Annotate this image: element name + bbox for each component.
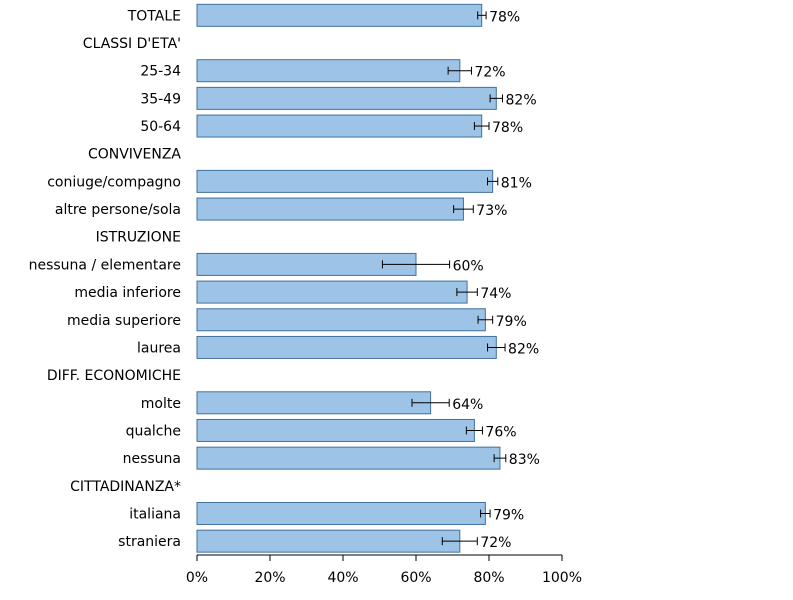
x-tick-label: 60% bbox=[400, 570, 431, 586]
x-tick-label: 40% bbox=[327, 570, 358, 586]
bar-media-inferiore bbox=[196, 280, 468, 304]
category-label-qualche: qualche bbox=[126, 423, 181, 439]
value-label-italiana: 79% bbox=[493, 507, 524, 523]
bar-molte bbox=[196, 391, 432, 415]
bar-25-34 bbox=[196, 59, 461, 83]
category-label-nessuna-elementare: nessuna / elementare bbox=[29, 257, 181, 273]
group-header-cittadinanza: CITTADINANZA* bbox=[70, 479, 181, 495]
bar-laurea bbox=[196, 335, 497, 359]
bar-media-superiore bbox=[196, 308, 486, 332]
bar-totale bbox=[196, 3, 483, 27]
bar-italiana bbox=[196, 501, 486, 525]
value-label-coniuge-compagno: 81% bbox=[501, 175, 532, 191]
category-label-straniera: straniera bbox=[118, 534, 181, 550]
x-tick-label: 20% bbox=[254, 570, 285, 586]
value-label-molte: 64% bbox=[452, 397, 483, 413]
category-label-molte: molte bbox=[141, 396, 181, 412]
x-axis: 0% 20% 40% 60% 80% 100% bbox=[186, 554, 582, 586]
value-label-altre-persone-sola: 73% bbox=[476, 203, 507, 219]
group-header-convivenza: CONVIVENZA bbox=[88, 147, 181, 163]
bar-nessuna bbox=[196, 446, 501, 470]
value-label-media-inferiore: 74% bbox=[480, 286, 511, 302]
group-header-classi-d-eta: CLASSI D'ETA' bbox=[83, 36, 181, 52]
category-label-media-inferiore: media inferiore bbox=[74, 285, 181, 301]
bar-35-49 bbox=[196, 86, 497, 110]
category-label-totale: TOTALE bbox=[127, 8, 181, 24]
category-label-media-superiore: media superiore bbox=[67, 313, 181, 329]
value-label-totale: 78% bbox=[489, 9, 520, 25]
value-label-nessuna-elementare: 60% bbox=[453, 258, 484, 274]
category-label-altre-persone-sola: altre persone/sola bbox=[55, 202, 181, 218]
x-tick-label: 100% bbox=[542, 570, 582, 586]
category-label-italiana: italiana bbox=[129, 506, 181, 522]
value-label-qualche: 76% bbox=[485, 424, 516, 440]
group-header-istruzione: ISTRUZIONE bbox=[96, 230, 181, 246]
category-label-35-49: 35-49 bbox=[140, 91, 181, 107]
category-label-coniuge-compagno: coniuge/compagno bbox=[47, 174, 181, 190]
bar-coniuge-compagno bbox=[196, 169, 494, 193]
group-header-diff-economiche: DIFF. ECONOMICHE bbox=[47, 368, 181, 384]
x-tick-label: 0% bbox=[186, 570, 208, 586]
bar-qualche bbox=[196, 418, 475, 442]
bar-altre-persone-sola bbox=[196, 197, 464, 221]
x-tick-label: 80% bbox=[473, 570, 504, 586]
bar-50-64 bbox=[196, 114, 483, 138]
value-label-media-superiore: 79% bbox=[496, 314, 527, 330]
category-label-nessuna: nessuna bbox=[123, 451, 181, 467]
value-label-35-49: 82% bbox=[506, 92, 537, 108]
value-label-laurea: 82% bbox=[508, 341, 539, 357]
category-label-50-64: 50-64 bbox=[140, 119, 181, 135]
value-label-nessuna: 83% bbox=[509, 452, 540, 468]
value-label-straniera: 72% bbox=[480, 535, 511, 551]
bar-straniera bbox=[196, 529, 461, 553]
chart-rows: TOTALE 78% CLASSI D'ETA' 25-34 72% 35-49 82% 50… bbox=[29, 3, 540, 553]
category-label-25-34: 25-34 bbox=[140, 64, 181, 80]
value-label-25-34: 72% bbox=[474, 65, 505, 81]
value-label-50-64: 78% bbox=[492, 120, 523, 136]
category-label-laurea: laurea bbox=[137, 340, 181, 356]
